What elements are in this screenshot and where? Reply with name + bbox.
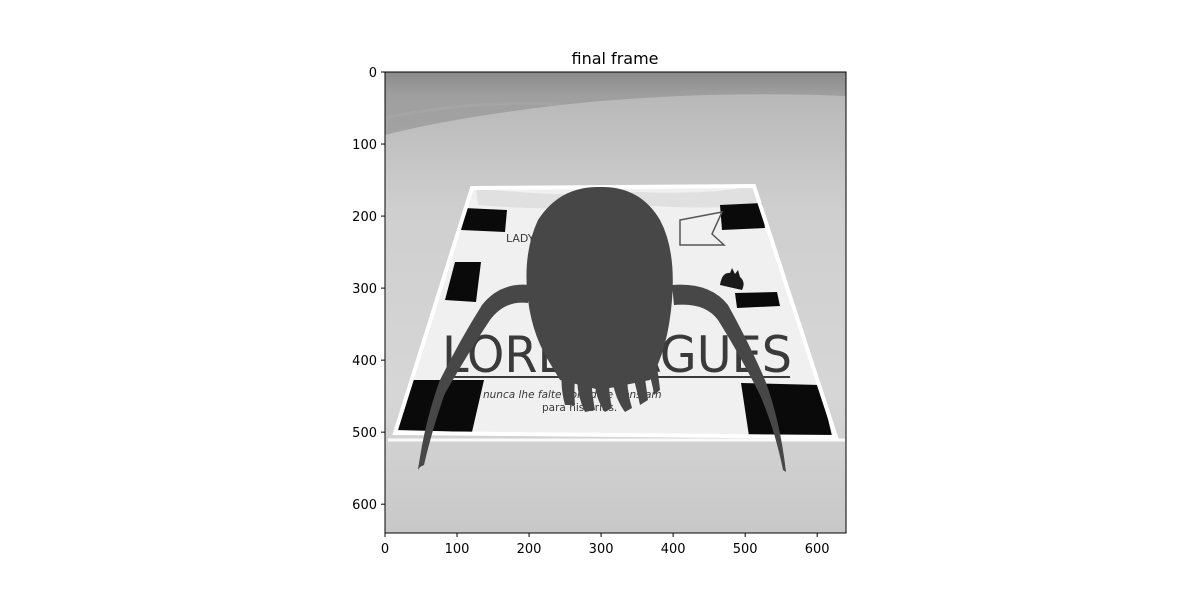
y-tick-label: 600 [352, 498, 377, 513]
y-axis: 0 100 200 300 400 500 600 [352, 66, 385, 513]
marker-bottom-right [741, 383, 832, 436]
card-outline [392, 183, 839, 440]
x-axis: 0 100 200 300 400 500 600 [381, 533, 830, 557]
y-tick-label: 400 [352, 354, 377, 369]
x-tick-label: 400 [661, 542, 686, 557]
x-tick-label: 200 [517, 542, 542, 557]
plot-title: final frame [572, 49, 659, 68]
y-tick-label: 300 [352, 282, 377, 297]
x-tick-label: 300 [589, 542, 614, 557]
x-tick-label: 0 [381, 542, 389, 557]
top-shadow [385, 72, 846, 135]
x-tick-label: 600 [805, 542, 830, 557]
card-small-label: LADY [506, 232, 535, 245]
axes-frame [384, 71, 847, 534]
card-line-2: para histórias. [542, 402, 617, 414]
image-area: LADY LOREI RAGUES nunca lhe falte comida… [385, 72, 846, 533]
marker-mid-left [445, 262, 481, 302]
marker-top-left [461, 208, 507, 232]
marker-mid-right [735, 292, 780, 308]
x-tick-label: 500 [733, 542, 758, 557]
y-tick-label: 500 [352, 426, 377, 441]
y-tick-label: 200 [352, 210, 377, 225]
y-tick-label: 0 [369, 66, 377, 81]
x-tick-label: 100 [445, 542, 470, 557]
marker-top-right [720, 203, 765, 230]
y-tick-label: 100 [352, 138, 377, 153]
creature-overlay [418, 186, 786, 472]
